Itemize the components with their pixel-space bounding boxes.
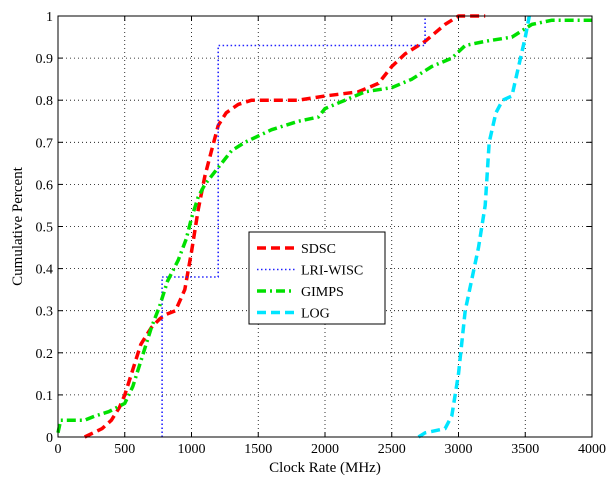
y-tick-label: 0.7 bbox=[36, 136, 54, 151]
x-tick-label: 1500 bbox=[244, 442, 272, 457]
series-line-lri-wisc bbox=[161, 16, 426, 437]
tick-layer: 0 500 1000 1500 2000 2500 3000 3500 4000 0 0.1 0.2 0… bbox=[36, 10, 607, 457]
legend-label-sdsc: SDSC bbox=[301, 242, 336, 257]
y-tick-label: 1 bbox=[46, 10, 53, 25]
x-tick-label: 2000 bbox=[311, 442, 339, 457]
series-layer bbox=[56, 14, 592, 439]
x-tick-label: 0 bbox=[55, 442, 62, 457]
legend-label-lri-wisc: LRI-WISC bbox=[301, 264, 363, 279]
x-axis-label: Clock Rate (MHz) bbox=[269, 460, 381, 476]
y-tick-label: 0 bbox=[46, 431, 53, 446]
y-axis-label: Cumulative Percent bbox=[10, 166, 26, 286]
y-tick-label: 0.2 bbox=[36, 347, 54, 362]
x-tick-label: 3000 bbox=[445, 442, 473, 457]
x-tick-label: 1000 bbox=[178, 442, 206, 457]
y-tick-label: 0.5 bbox=[36, 221, 54, 236]
y-tick-label: 0.4 bbox=[36, 263, 54, 278]
series-line-log bbox=[417, 15, 532, 439]
x-tick-label: 2500 bbox=[378, 442, 406, 457]
legend: SDSC LRI-WISC GIMPS LOG bbox=[248, 231, 386, 325]
y-tick-label: 0.6 bbox=[36, 178, 54, 193]
y-tick-label: 0.9 bbox=[36, 52, 54, 67]
y-tick-label: 0.8 bbox=[36, 94, 54, 109]
legend-label-log: LOG bbox=[301, 307, 330, 322]
series-line-sdsc bbox=[83, 14, 486, 439]
x-tick-label: 500 bbox=[114, 442, 135, 457]
legend-label-gimps: GIMPS bbox=[301, 285, 344, 300]
y-tick-label: 0.3 bbox=[36, 305, 54, 320]
grid-layer bbox=[58, 16, 592, 437]
y-tick-label: 0.1 bbox=[36, 389, 54, 404]
x-tick-label: 3500 bbox=[511, 442, 539, 457]
x-tick-label: 4000 bbox=[578, 442, 606, 457]
